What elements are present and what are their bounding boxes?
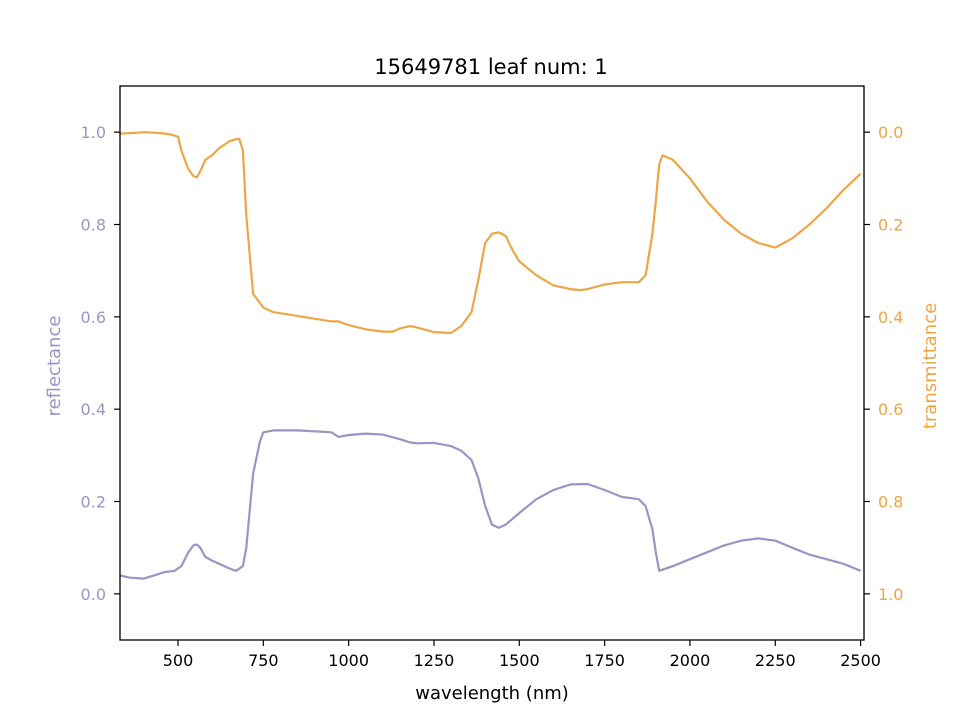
x-tick-label: 1000	[328, 651, 369, 670]
x-tick-label: 2500	[840, 651, 881, 670]
right-tick-label: 1.0	[878, 585, 903, 604]
left-tick-label: 0.8	[81, 216, 106, 235]
left-tick-label: 0.6	[81, 308, 106, 327]
right-tick-label: 0.4	[878, 308, 903, 327]
x-axis-ticks: 500 750 1000 1250 1500 1750 2000 2250 2500	[163, 640, 881, 670]
x-tick-label: 1750	[584, 651, 625, 670]
right-tick-label: 0.6	[878, 400, 903, 419]
transmittance-series-line	[119, 131, 862, 335]
plot-series	[119, 131, 862, 580]
reflectance-series-line	[119, 429, 862, 580]
right-tick-label: 0.0	[878, 123, 903, 142]
left-tick-label: 1.0	[81, 123, 106, 142]
left-axis-ticks: 0.0 0.2 0.4 0.6 0.8 1.0	[81, 123, 120, 604]
plot-frame	[119, 85, 865, 641]
left-tick-label: 0.0	[81, 585, 106, 604]
chart-title: 15649781 leaf num: 1	[374, 55, 607, 79]
right-axis-ticks: 0.0 0.2 0.4 0.6 0.8 1.0	[864, 123, 903, 604]
x-tick-label: 1500	[499, 651, 540, 670]
left-axis-label: reflectance	[44, 316, 65, 417]
x-tick-label: 1250	[414, 651, 455, 670]
left-tick-label: 0.4	[81, 400, 106, 419]
left-tick-label: 0.2	[81, 493, 106, 512]
x-tick-label: 500	[163, 651, 194, 670]
x-tick-label: 2250	[755, 651, 796, 670]
x-axis-label: wavelength (nm)	[415, 683, 569, 704]
right-axis-label: transmittance	[920, 303, 941, 429]
x-tick-label: 2000	[670, 651, 711, 670]
right-tick-label: 0.8	[878, 493, 903, 512]
x-tick-label: 750	[248, 651, 279, 670]
right-tick-label: 0.2	[878, 216, 903, 235]
